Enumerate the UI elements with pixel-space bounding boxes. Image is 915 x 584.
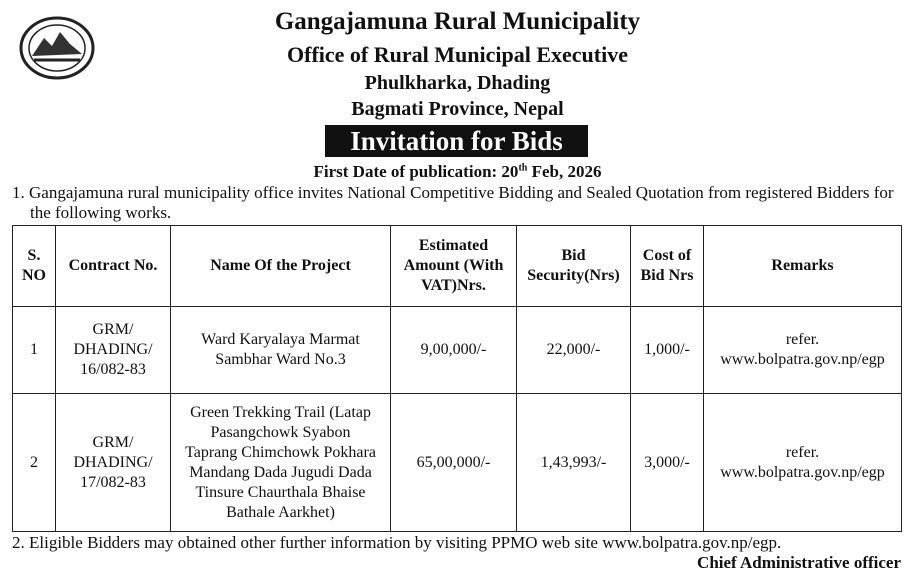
address: Bagmati Province, Nepal (351, 98, 564, 120)
cell-line: 16/082-83 (80, 361, 146, 378)
paragraph: 2. Eligible Bidders may obtained other f… (12, 533, 782, 552)
publication-date: First Date of publication: 20th Feb, 202… (0, 162, 915, 182)
cell-line: GRM/ (92, 321, 134, 338)
signature: Chief Administrative officer (697, 553, 901, 572)
table-row: 1 GRM/DHADING/16/082-83 Ward Karyalaya Mar… (12, 306, 902, 394)
cell-line: www.bolpatra.gov.np/egp (720, 463, 885, 481)
cell-line: Sambhar Ward No.3 (215, 351, 346, 368)
table-cell: 1,43,993/- (516, 393, 631, 532)
column-header: Contract No. (55, 225, 171, 307)
table-cell: Ward Karyalaya Marmat Sambhar Ward No.3 (170, 306, 391, 394)
column-header: S. NO (12, 225, 56, 307)
table-cell: 3,000/- (630, 393, 704, 532)
cell-line: Bathale Aarkhet) (226, 503, 335, 521)
cell-line: Green Trekking Trail (Latap (190, 403, 371, 421)
table-row: 2 GRM/DHADING/17/082-83 Green Trekking Tra… (12, 393, 902, 532)
cell-line: Tinsure Chaurthala Bhaise (195, 483, 366, 501)
table-cell: 22,000/- (516, 306, 631, 394)
cell-line: DHADING/ (73, 341, 153, 358)
text: First Date of publication: 20 (313, 162, 519, 181)
table-cell: 1 (12, 306, 56, 394)
cell-line: 17/082-83 (80, 473, 146, 491)
table-cell: 1,000/- (630, 306, 704, 394)
column-header: Name Of the Project (170, 225, 391, 307)
table-cell: refer. www.bolpatra.gov.np/egp (703, 393, 902, 532)
table-cell: 2 (12, 393, 56, 532)
notice-title: Invitation for Bids (325, 125, 588, 157)
header-row: S. NO Contract No. Name Of the Project Esti… (12, 225, 902, 307)
address: Phulkharka, Dhading (364, 72, 551, 94)
table-cell: 65,00,000/- (390, 393, 517, 532)
paragraph: 1. Gangajamuna rural municipality office… (12, 183, 894, 222)
cell-line: refer. (785, 331, 820, 348)
table-cell: refer. www.bolpatra.gov.np/egp (703, 306, 902, 394)
table-cell: Green Trekking Trail (Latap Pasangchowk S… (170, 393, 391, 532)
cell-line: GRM/ (92, 433, 134, 451)
text: th (518, 162, 528, 174)
column-header: Remarks (703, 225, 902, 307)
text: Feb, 2026 (527, 162, 602, 181)
cell-line: Pasangchowk Syabon (210, 423, 351, 441)
table-body: 1 GRM/DHADING/16/082-83 Ward Karyalaya Mar… (12, 306, 902, 532)
bid-table: S. NO Contract No. Name Of the Project Esti… (12, 225, 902, 532)
table-cell: GRM/DHADING/17/082-83 (55, 393, 171, 532)
title: Gangajamuna Rural Municipality (274, 8, 641, 35)
cell-line: www.bolpatra.gov.np/egp (720, 351, 885, 368)
office: Office of Rural Municipal Executive (287, 42, 628, 67)
cell-line: DHADING/ (73, 453, 153, 471)
cell-line: Taprang Chimchowk Pokhara (185, 443, 376, 461)
cell-line: refer. (785, 443, 820, 461)
column-header: Estimated Amount (With VAT)Nrs. (390, 225, 517, 307)
table-cell: 9,00,000/- (390, 306, 517, 394)
cell-line: Mandang Dada Jugudi Dada (189, 463, 372, 481)
table-cell: GRM/DHADING/16/082-83 (55, 306, 171, 394)
logo (19, 16, 95, 80)
column-header: Cost of Bid Nrs (630, 225, 704, 307)
cell-line: Ward Karyalaya Marmat (201, 331, 360, 348)
column-header: Bid Security(Nrs) (516, 225, 631, 307)
